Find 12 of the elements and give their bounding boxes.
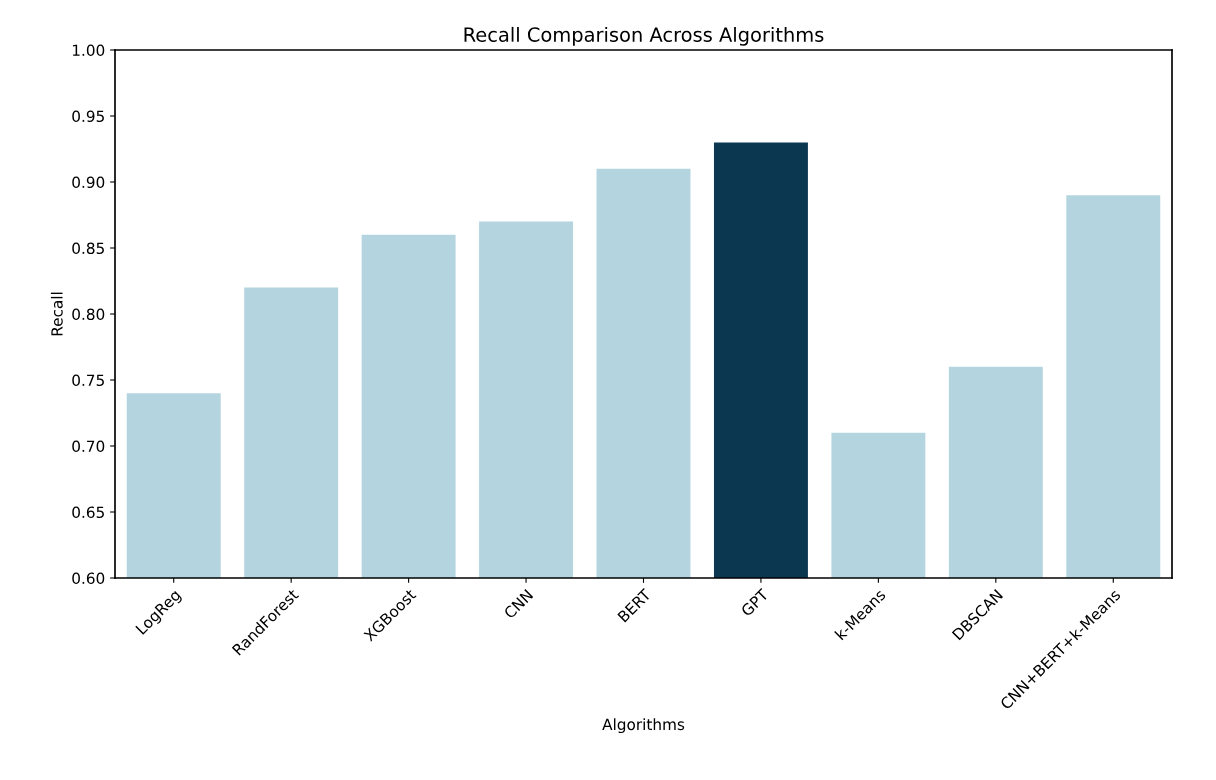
- y-tick-label: 0.95: [72, 110, 104, 123]
- y-axis-title: Recall: [50, 292, 63, 336]
- y-tick-label: 0.75: [72, 374, 104, 387]
- y-tick-label: 0.85: [72, 242, 104, 255]
- x-axis-title: Algorithms: [602, 718, 685, 734]
- y-tick-label: 0.70: [72, 440, 105, 453]
- y-tick-label: 0.90: [72, 176, 105, 189]
- y-tick-label: 0.80: [72, 308, 105, 321]
- y-tick-label: 0.60: [72, 572, 105, 585]
- y-tick-label: 0.65: [72, 506, 104, 519]
- y-tick-label: 1.00: [72, 44, 105, 57]
- chart-title: Recall Comparison Across Algorithms: [464, 26, 824, 46]
